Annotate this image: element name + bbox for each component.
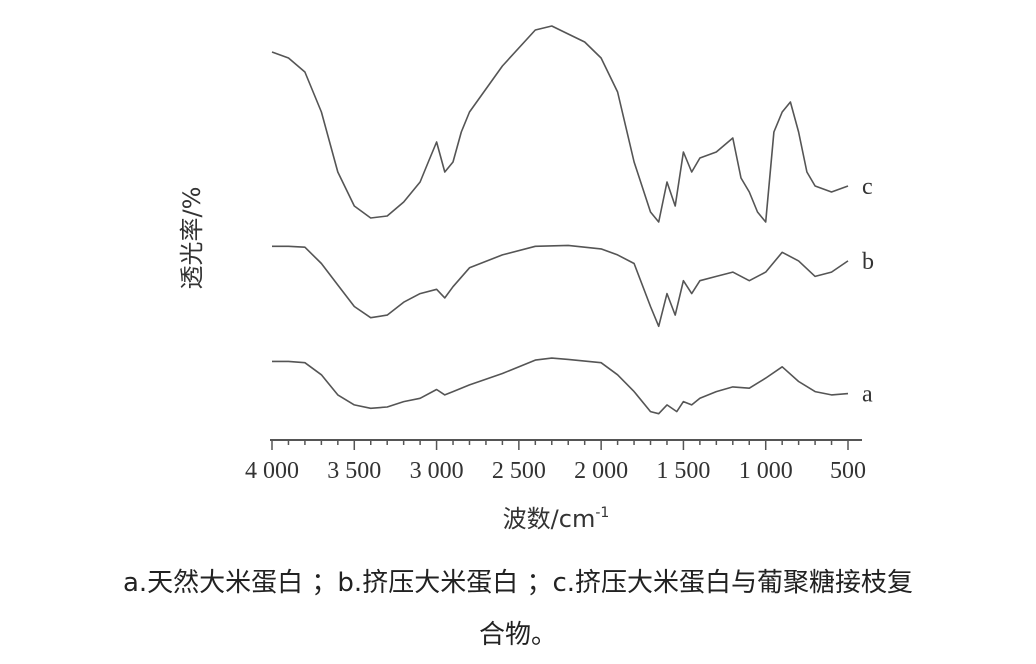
series-line-c [271,25,849,223]
y-axis-title: 透光率/% [178,187,206,290]
x-tick-label: 3 000 [410,458,464,484]
series-label-a: a [862,382,873,408]
spectra-series: a b c [271,25,874,415]
ftir-spectra-chart: a b c 4 000 3 500 3 000 2 500 2 000 1 500 1 000 5… [178,25,874,533]
figure-caption-line-1: a.天然大米蛋白 ；b.挤压大米蛋白 ；c.挤压大米蛋白与葡聚糖接枝复 [122,568,914,598]
series-line-a [272,357,849,415]
series-line-b [272,244,849,328]
x-tick-label: 1 000 [739,458,793,484]
x-tick-label: 500 [830,458,866,484]
figure-caption-line-2: 合物。 [478,620,557,650]
x-axis-title: 波数/cm-1 [503,505,610,533]
x-tick-label: 2 500 [492,458,546,484]
series-label-c: c [862,174,873,200]
x-tick-label: 2 000 [574,458,628,484]
x-tick-label: 1 500 [656,458,710,484]
series-label-b: b [862,249,874,275]
x-tick-label: 3 500 [327,458,381,484]
x-tick-label: 4 000 [245,458,299,484]
x-axis-ticks: 4 000 3 500 3 000 2 500 2 000 1 500 1 000 500 [245,440,866,484]
